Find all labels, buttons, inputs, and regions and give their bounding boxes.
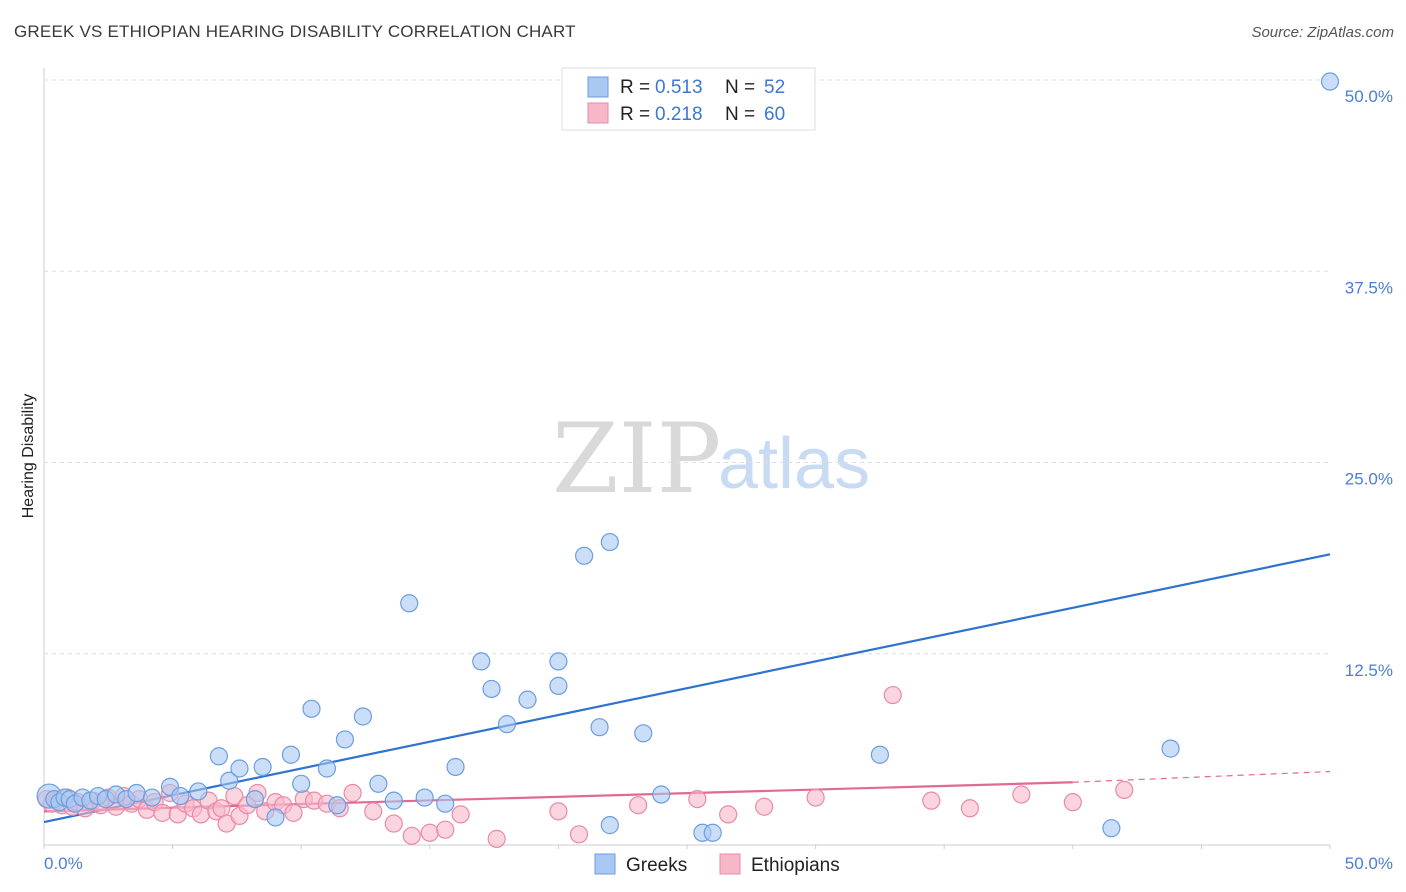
legend-greeks-n-value: 52: [764, 77, 785, 98]
y-tick-label: 37.5%: [1345, 278, 1393, 297]
greek-point: [1102, 819, 1121, 838]
y-tick-label: 12.5%: [1345, 661, 1393, 680]
greek-point: [600, 532, 619, 552]
y-tick-label: 25.0%: [1345, 470, 1393, 489]
ethiopian-point: [402, 826, 421, 845]
y-axis-label: Hearing Disability: [20, 394, 37, 519]
ethiopian-point: [436, 820, 455, 839]
ethiopian-point: [883, 685, 902, 705]
legend-greeks-r-label: R =: [620, 77, 650, 98]
greek-point: [281, 745, 301, 764]
greek-point: [317, 759, 337, 778]
greek-point: [549, 652, 568, 671]
ethiopians-trend-extension: [1072, 770, 1331, 783]
greek-point: [436, 794, 455, 813]
x-tick-label-max: 50.0%: [1345, 854, 1393, 873]
watermark-zip: ZIP: [552, 403, 721, 515]
greek-point: [384, 791, 403, 810]
greek-point: [590, 718, 609, 737]
ethiopian-point: [719, 805, 738, 824]
legend-greeks-n-label: N =: [725, 77, 755, 98]
ethiopian-point: [451, 805, 470, 824]
ethiopian-point: [364, 802, 383, 821]
legend-ethiopians-n-value: 60: [764, 104, 785, 125]
greek-point: [266, 808, 285, 827]
ethiopian-point: [420, 823, 439, 842]
greek-point: [518, 690, 537, 709]
greek-point: [446, 757, 465, 777]
greek-point: [127, 783, 146, 803]
legend-ethiopians-r-label: R =: [620, 104, 650, 125]
greek-point: [400, 594, 419, 613]
greek-point: [220, 771, 239, 790]
legend-greeks-r-value: 0.513: [655, 77, 703, 98]
bottom-legend: Greeks Ethiopians: [594, 853, 840, 876]
y-tick-label: 50.0%: [1345, 87, 1393, 106]
ethiopian-point: [922, 791, 941, 810]
greek-point: [472, 652, 491, 671]
legend-ethiopians-n-label: N =: [725, 104, 755, 125]
greek-point: [497, 715, 517, 734]
bottom-legend-greeks-label: Greeks: [626, 855, 687, 876]
ethiopian-point: [629, 796, 648, 815]
greek-point: [703, 823, 722, 842]
greek-point: [549, 676, 568, 695]
ethiopian-point: [755, 797, 774, 816]
ethiopian-point: [569, 825, 589, 844]
legend-greeks-swatch: [587, 76, 609, 98]
x-tick-label-min: 0.0%: [44, 854, 83, 873]
greeks-trend-line: [43, 553, 1331, 824]
greek-point: [369, 774, 388, 793]
greek-point: [142, 788, 162, 807]
legend-ethiopians-r-value: 0.218: [655, 104, 703, 125]
source-label: Source: ZipAtlas.com: [1251, 24, 1394, 41]
ethiopian-point: [1063, 793, 1082, 812]
ethiopian-point: [960, 799, 980, 818]
greek-point: [1320, 72, 1340, 91]
bottom-legend-ethiopians-label: Ethiopians: [751, 855, 840, 876]
greek-point: [482, 679, 501, 699]
ethiopian-point: [487, 829, 506, 848]
greek-point: [634, 724, 653, 743]
greek-point: [870, 745, 890, 764]
ethiopian-point: [384, 814, 403, 833]
greek-point: [353, 707, 373, 726]
ethiopian-point: [549, 802, 568, 821]
greek-point: [171, 786, 190, 806]
ethiopian-point: [688, 789, 707, 809]
greek-point: [1161, 739, 1180, 758]
greek-point: [335, 730, 355, 749]
ethiopian-point: [212, 799, 231, 818]
ethiopian-point: [806, 788, 825, 807]
ethiopians-points: [37, 685, 1134, 848]
greek-point: [328, 796, 347, 815]
greek-point: [209, 747, 228, 766]
legend-box: R = 0.513 N = 52 R = 0.218 N = 60: [561, 67, 816, 131]
greek-point: [652, 785, 671, 804]
greek-point: [575, 546, 594, 565]
y-tick-labels: 12.5% 25.0% 37.5% 50.0%: [1345, 87, 1393, 680]
greek-point: [415, 788, 434, 807]
chart-title: GREEK VS ETHIOPIAN HEARING DISABILITY CO…: [14, 22, 576, 41]
greeks-points: [36, 72, 1340, 842]
watermark-atlas: atlas: [718, 424, 870, 504]
greek-point: [245, 789, 265, 809]
bottom-legend-greeks-swatch: [594, 853, 616, 875]
legend-ethiopians-swatch: [587, 102, 609, 124]
greek-point: [302, 699, 321, 718]
ethiopian-point: [284, 803, 303, 822]
greek-point: [292, 774, 311, 793]
ethiopian-point: [153, 803, 172, 822]
x-ticks: [43, 845, 1331, 849]
greek-point: [253, 757, 272, 777]
grid-lines: [44, 79, 1330, 655]
ethiopian-point: [1012, 785, 1031, 804]
ethiopian-point: [343, 783, 362, 803]
bottom-legend-ethiopians-swatch: [719, 853, 741, 875]
greek-point: [189, 782, 208, 801]
greek-point: [230, 759, 249, 778]
greek-point: [600, 816, 619, 835]
ethiopian-point: [1115, 780, 1134, 800]
